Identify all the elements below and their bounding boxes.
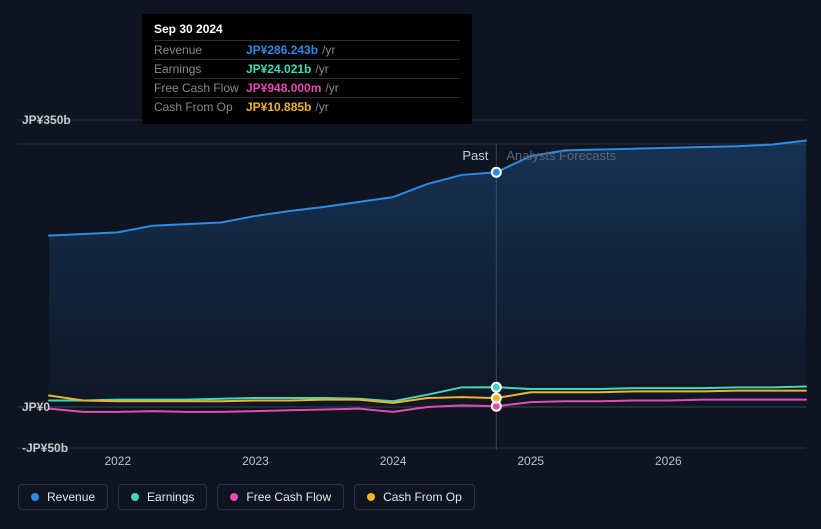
legend-item[interactable]: Earnings	[118, 484, 207, 510]
tooltip-row-label: Earnings	[154, 62, 246, 76]
y-axis-label: JP¥0	[22, 400, 50, 414]
region-label-forecast: Analysts Forecasts	[506, 148, 616, 163]
legend-dot-icon	[230, 493, 238, 501]
legend-item-label: Free Cash Flow	[246, 490, 331, 504]
x-axis-label: 2024	[380, 454, 407, 468]
tooltip-row-value: JP¥286.243b	[246, 43, 318, 57]
legend-dot-icon	[131, 493, 139, 501]
region-label-past: Past	[462, 148, 488, 163]
x-axis-label: 2023	[242, 454, 269, 468]
x-axis-label: 2022	[104, 454, 131, 468]
tooltip-row-unit: /yr	[315, 62, 328, 76]
tooltip-row-value: JP¥24.021b	[246, 62, 311, 76]
legend-item-label: Cash From Op	[383, 490, 462, 504]
tooltip-row: Free Cash FlowJP¥948.000m/yr	[154, 78, 460, 97]
x-axis-label: 2025	[517, 454, 544, 468]
tooltip-row-label: Free Cash Flow	[154, 81, 246, 95]
chart-tooltip: Sep 30 2024 RevenueJP¥286.243b/yrEarning…	[142, 14, 472, 124]
legend-dot-icon	[367, 493, 375, 501]
tooltip-row-value: JP¥10.885b	[246, 100, 311, 114]
tooltip-row: Cash From OpJP¥10.885b/yr	[154, 97, 460, 116]
legend-dot-icon	[31, 493, 39, 501]
legend-item[interactable]: Cash From Op	[354, 484, 475, 510]
tooltip-row: RevenueJP¥286.243b/yr	[154, 40, 460, 59]
tooltip-row-unit: /yr	[315, 100, 328, 114]
x-axis-label: 2026	[655, 454, 682, 468]
y-axis-label: -JP¥50b	[22, 441, 68, 455]
tooltip-row-unit: /yr	[322, 43, 335, 57]
legend-item[interactable]: Free Cash Flow	[217, 484, 344, 510]
chart-legend: Revenue Earnings Free Cash Flow Cash From O…	[18, 484, 475, 510]
legend-item-label: Revenue	[47, 490, 95, 504]
tooltip-row: EarningsJP¥24.021b/yr	[154, 59, 460, 78]
y-axis-label: JP¥350b	[22, 113, 71, 127]
tooltip-date: Sep 30 2024	[154, 22, 460, 36]
tooltip-row-label: Cash From Op	[154, 100, 246, 114]
tooltip-row-unit: /yr	[325, 81, 338, 95]
tooltip-row-value: JP¥948.000m	[246, 81, 321, 95]
legend-item-label: Earnings	[147, 490, 194, 504]
tooltip-row-label: Revenue	[154, 43, 246, 57]
legend-item[interactable]: Revenue	[18, 484, 108, 510]
